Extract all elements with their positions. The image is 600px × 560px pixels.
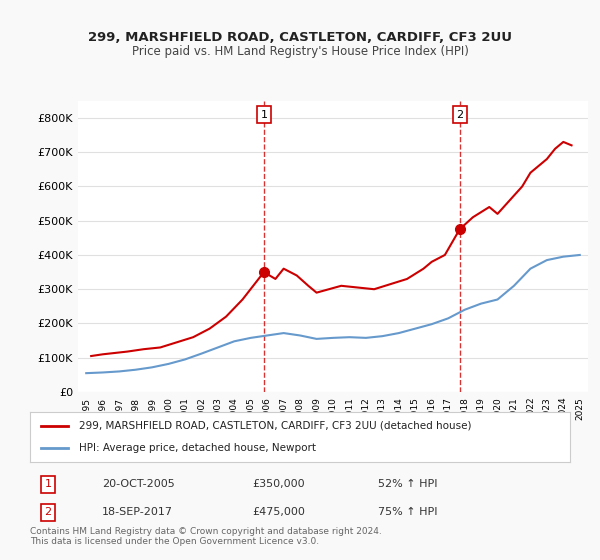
Text: 299, MARSHFIELD ROAD, CASTLETON, CARDIFF, CF3 2UU (detached house): 299, MARSHFIELD ROAD, CASTLETON, CARDIFF… <box>79 421 471 431</box>
Text: 299, MARSHFIELD ROAD, CASTLETON, CARDIFF, CF3 2UU: 299, MARSHFIELD ROAD, CASTLETON, CARDIFF… <box>88 31 512 44</box>
Text: 1: 1 <box>260 110 268 119</box>
Text: 52% ↑ HPI: 52% ↑ HPI <box>378 479 437 489</box>
Text: 2: 2 <box>44 507 52 517</box>
Text: £475,000: £475,000 <box>252 507 305 517</box>
Text: 18-SEP-2017: 18-SEP-2017 <box>102 507 173 517</box>
Text: £350,000: £350,000 <box>252 479 305 489</box>
Text: HPI: Average price, detached house, Newport: HPI: Average price, detached house, Newp… <box>79 443 316 453</box>
Text: 20-OCT-2005: 20-OCT-2005 <box>102 479 175 489</box>
Text: Contains HM Land Registry data © Crown copyright and database right 2024.
This d: Contains HM Land Registry data © Crown c… <box>30 526 382 546</box>
Text: 2: 2 <box>456 110 463 119</box>
Text: Price paid vs. HM Land Registry's House Price Index (HPI): Price paid vs. HM Land Registry's House … <box>131 45 469 58</box>
Text: 1: 1 <box>44 479 52 489</box>
Text: 75% ↑ HPI: 75% ↑ HPI <box>378 507 437 517</box>
